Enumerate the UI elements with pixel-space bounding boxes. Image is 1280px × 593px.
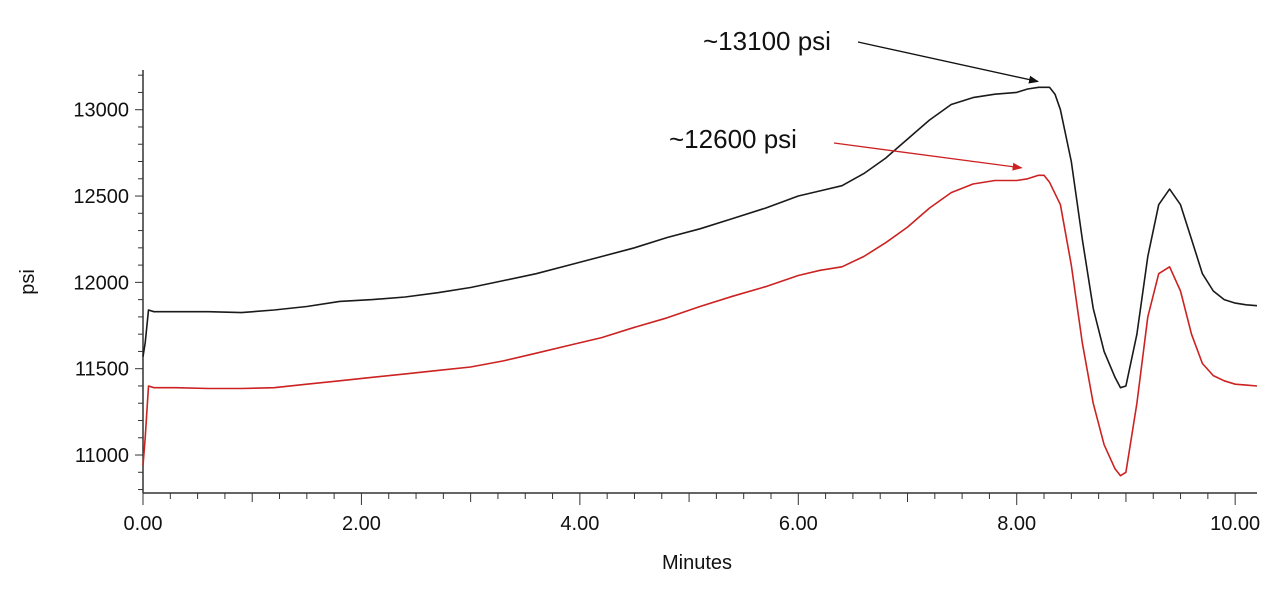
y-tick-label: 12500 xyxy=(73,186,129,208)
y-ticks: 11000 11500 12000 12500 13000 xyxy=(73,74,143,491)
y-tick-label: 11500 xyxy=(75,359,129,381)
annotation-layer: ~13100 psi ~12600 psi xyxy=(669,26,1040,171)
axes: 11000 11500 12000 12500 13000 0.00 2.00 4.00 6.… xyxy=(73,70,1260,535)
x-tick-label: 10.00 xyxy=(1210,513,1260,535)
x-tick-label: 2.00 xyxy=(342,513,381,535)
annotation-arrow xyxy=(833,142,1023,171)
x-axis-title: Minutes xyxy=(662,552,732,574)
y-tick-label: 13000 xyxy=(73,100,129,122)
y-axis-title: psi xyxy=(17,269,39,295)
annotation-arrow xyxy=(857,41,1040,84)
series-line-1 xyxy=(142,86,1258,389)
y-tick-label: 12000 xyxy=(73,272,129,294)
x-tick-label: 6.00 xyxy=(779,513,818,535)
annotation-label: ~13100 psi xyxy=(703,26,831,56)
series-line-2 xyxy=(142,174,1258,477)
x-tick-label: 8.00 xyxy=(997,513,1036,535)
x-tick-label: 0.00 xyxy=(124,513,163,535)
y-tick-label: 11000 xyxy=(75,445,129,467)
x-tick-label: 4.00 xyxy=(560,513,599,535)
series-layer xyxy=(142,86,1258,477)
annotation-label: ~12600 psi xyxy=(669,124,797,154)
x-ticks: 0.00 2.00 4.00 6.00 8.00 10.00 xyxy=(124,493,1260,535)
